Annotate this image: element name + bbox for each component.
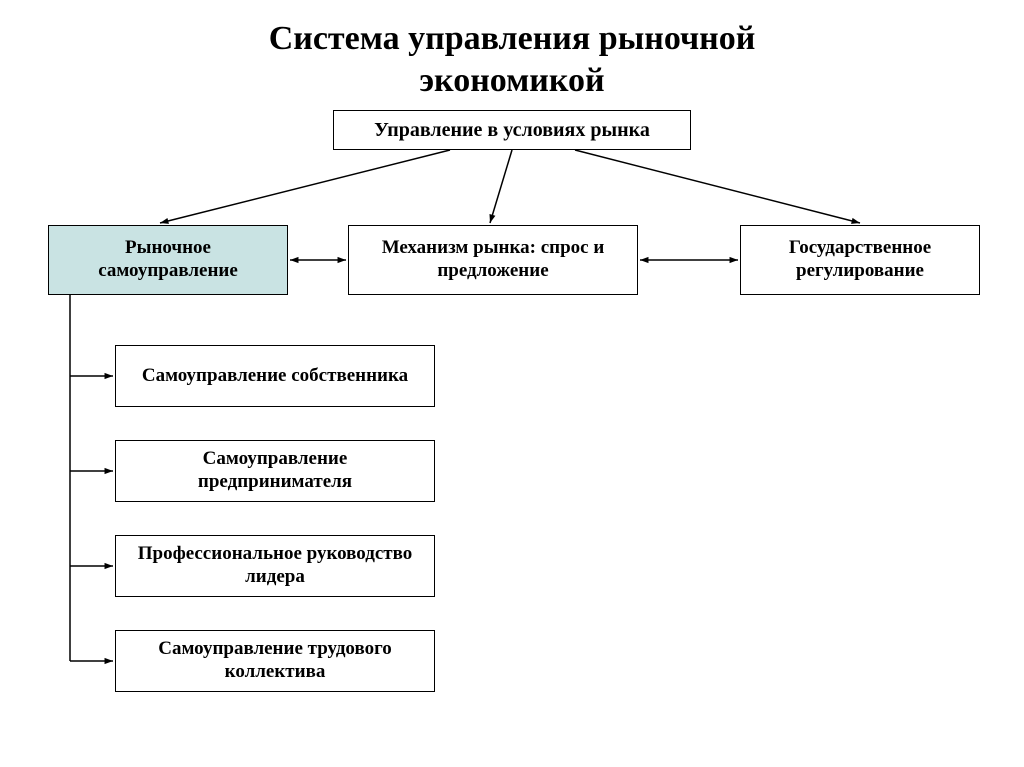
node-state-regulation: Государственное регулирование: [740, 225, 980, 295]
node-entrepreneur-self-governance: Самоуправление предпринимателя: [115, 440, 435, 502]
node-labor-collective-self-governance: Самоуправление трудового коллектива: [115, 630, 435, 692]
diagram-title-line2: экономикой: [0, 62, 1024, 100]
node-market-self-governance: Рыночное самоуправление: [48, 225, 288, 295]
diagram-title-line1: Система управления рыночной: [0, 20, 1024, 58]
node-owner-self-governance: Самоуправление собственника: [115, 345, 435, 407]
node-leader-professional-management: Профессиональное руководство лидера: [115, 535, 435, 597]
node-market-mechanism: Механизм рынка: спрос и предложение: [348, 225, 638, 295]
diagram-canvas: { "type": "flowchart", "background_color…: [0, 0, 1024, 767]
node-root: Управление в условиях рынка: [333, 110, 691, 150]
